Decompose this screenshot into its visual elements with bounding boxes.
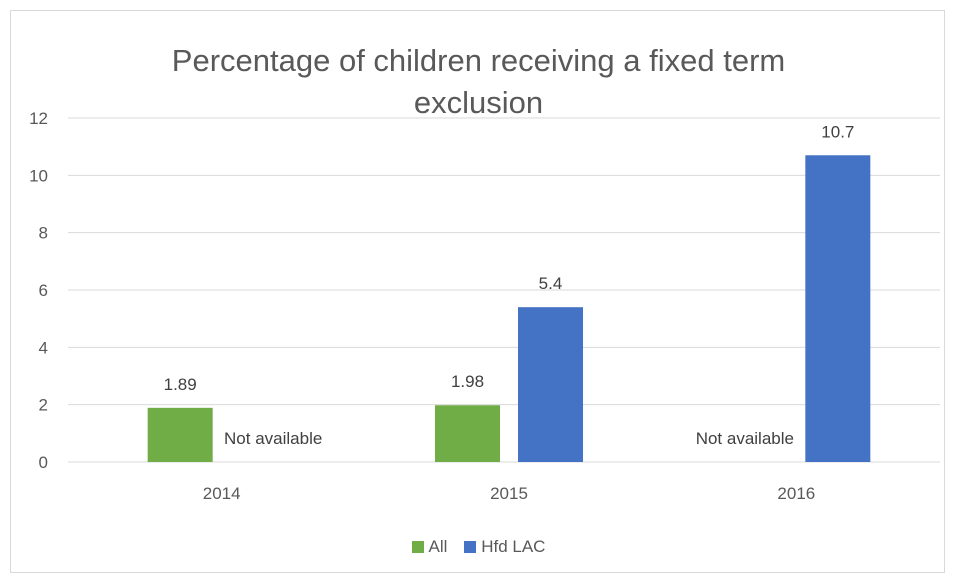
data-label: 1.98 — [451, 372, 484, 391]
legend-label-all: All — [428, 537, 448, 556]
bar-all-2015 — [435, 405, 500, 462]
x-tick-label-2015: 2015 — [490, 484, 528, 503]
y-tick-label: 0 — [39, 453, 48, 472]
bar-hfd-lac-2015 — [518, 307, 583, 462]
legend: All Hfd LAC — [0, 537, 957, 558]
y-tick-label: 10 — [29, 166, 48, 185]
legend-item-all: All — [411, 537, 448, 557]
y-tick-label: 4 — [39, 338, 48, 357]
y-tick-label: 6 — [39, 281, 48, 300]
legend-swatch-all — [411, 541, 424, 553]
x-tick-label-2016: 2016 — [777, 484, 815, 503]
legend-swatch-hfd-lac — [464, 541, 477, 553]
y-tick-label: 12 — [29, 109, 48, 128]
y-tick-label: 2 — [39, 396, 48, 415]
data-label: 5.4 — [539, 274, 563, 293]
chart-title-text: Percentage of children receiving a fixed… — [171, 43, 786, 120]
chart-frame — [10, 10, 945, 573]
legend-item-hfd-lac: Hfd LAC — [464, 537, 545, 557]
data-label: 10.7 — [821, 122, 854, 141]
x-tick-label-2014: 2014 — [203, 484, 241, 503]
data-label: 1.89 — [164, 375, 197, 394]
bar-all-2014 — [147, 407, 213, 462]
chart-title: Percentage of children receiving a fixed… — [0, 40, 957, 124]
annotation-not-available: Not available — [224, 429, 322, 448]
y-tick-label: 8 — [39, 224, 48, 243]
annotation-not-available: Not available — [696, 429, 794, 448]
legend-label-hfd-lac: Hfd LAC — [481, 537, 546, 556]
bar-hfd-lac-2016 — [805, 155, 871, 462]
